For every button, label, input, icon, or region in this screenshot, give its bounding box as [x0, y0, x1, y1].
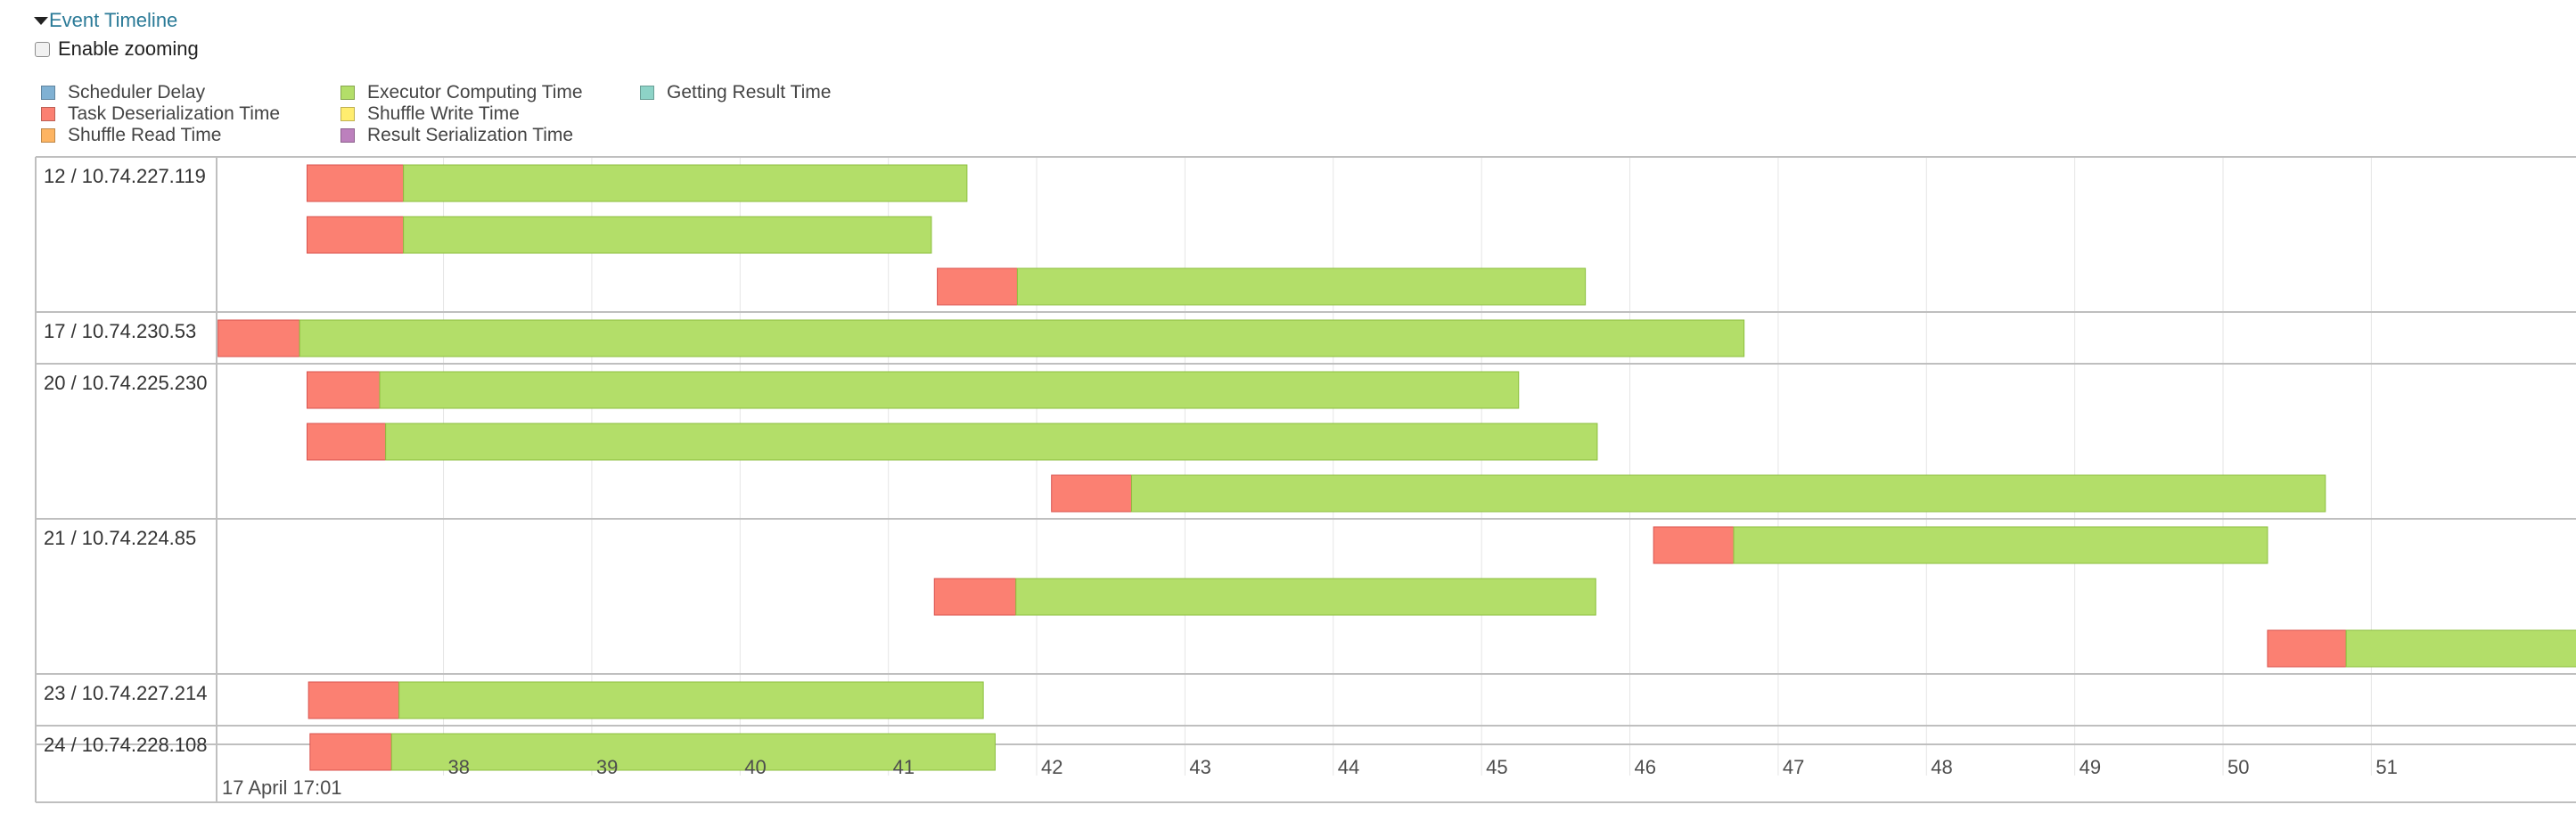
- task-bar: [933, 578, 1596, 616]
- executor-computing-segment: [299, 319, 1745, 357]
- executor-computing-segment: [1016, 267, 1587, 306]
- task-deserialization-segment: [306, 423, 387, 461]
- executor-label: 24 / 10.74.228.108: [44, 734, 208, 756]
- task-bar: [217, 319, 1745, 357]
- task-bar: [309, 733, 996, 771]
- timeline-bars: [217, 164, 2576, 771]
- x-tick-label: 51: [2375, 756, 2397, 778]
- x-tick-label: 40: [744, 756, 766, 778]
- task-bar: [306, 423, 1598, 461]
- task-bar: [1051, 474, 2326, 513]
- x-tick-label: 41: [893, 756, 915, 778]
- task-deserialization-segment: [937, 267, 1018, 306]
- x-tick-label: 42: [1041, 756, 1062, 778]
- legend-swatch: [340, 107, 355, 121]
- x-tick-label: 49: [2080, 756, 2101, 778]
- x-tick-label: 45: [1486, 756, 1507, 778]
- executor-computing-segment: [2345, 629, 2576, 668]
- executor-computing-segment: [1733, 526, 2268, 564]
- task-bar: [308, 681, 984, 719]
- legend-swatch: [340, 86, 355, 100]
- task-deserialization-segment: [306, 164, 405, 202]
- executor-computing-segment: [403, 164, 968, 202]
- task-deserialization-segment: [217, 319, 300, 357]
- executor-computing-segment: [398, 681, 984, 719]
- task-deserialization-segment: [306, 216, 405, 254]
- legend-label: Executor Computing Time: [367, 82, 583, 103]
- task-deserialization-segment: [1051, 474, 1133, 513]
- legend-item-scheduler-delay: Scheduler Delay: [41, 82, 205, 103]
- task-bar: [306, 164, 968, 202]
- task-bar: [306, 371, 1520, 409]
- legend-swatch: [41, 86, 55, 100]
- enable-zooming-label: Enable zooming: [58, 37, 199, 60]
- legend-item-shuffle-write-time: Shuffle Write Time: [340, 103, 520, 125]
- task-bar: [306, 216, 932, 254]
- task-deserialization-segment: [309, 733, 392, 771]
- legend-item-result-serialization-time: Result Serialization Time: [340, 125, 573, 146]
- timeline-labels: 12 / 10.74.227.119 17 / 10.74.230.53 20 / …: [44, 165, 2398, 799]
- executor-label: 21 / 10.74.224.85: [44, 527, 196, 549]
- executor-computing-segment: [379, 371, 1520, 409]
- legend-item-shuffle-read-time: Shuffle Read Time: [41, 125, 221, 146]
- timeline-date-label: 17 April 17:01: [222, 776, 342, 799]
- legend-swatch: [41, 128, 55, 143]
- executor-label: 23 / 10.74.227.214: [44, 682, 208, 704]
- legend-label: Scheduler Delay: [68, 82, 206, 103]
- task-deserialization-segment: [308, 681, 400, 719]
- executor-computing-segment: [385, 423, 1598, 461]
- legend-item-task-deserialization-time: Task Deserialization Time: [41, 103, 280, 125]
- enable-zooming-checkbox[interactable]: [35, 41, 50, 57]
- legend-swatch: [340, 128, 355, 143]
- legend-swatch: [640, 86, 654, 100]
- x-tick-label: 39: [596, 756, 618, 778]
- x-tick-label: 43: [1189, 756, 1210, 778]
- executor-computing-segment: [390, 733, 996, 771]
- executor-label: 20 / 10.74.225.230: [44, 372, 208, 394]
- executor-computing-segment: [1131, 474, 2326, 513]
- x-tick-label: 47: [1783, 756, 1804, 778]
- x-tick-label: 50: [2227, 756, 2249, 778]
- task-bar: [1653, 526, 2268, 564]
- collapse-arrow-icon: [34, 16, 48, 25]
- task-deserialization-segment: [2267, 629, 2347, 668]
- legend-swatch: [41, 107, 55, 121]
- legend-label: Result Serialization Time: [367, 125, 574, 145]
- task-deserialization-segment: [306, 371, 381, 409]
- task-deserialization-segment: [1653, 526, 1735, 564]
- x-tick-label: 44: [1338, 756, 1359, 778]
- executor-computing-segment: [403, 216, 932, 254]
- event-timeline-toggle-label: Event Timeline: [49, 9, 178, 31]
- legend-label: Shuffle Read Time: [68, 125, 222, 145]
- legend-label: Shuffle Write Time: [367, 103, 520, 124]
- legend-label: Task Deserialization Time: [68, 103, 281, 124]
- executor-label: 12 / 10.74.227.119: [44, 165, 206, 187]
- legend-item-getting-result-time: Getting Result Time: [640, 82, 831, 103]
- executor-computing-segment: [1015, 578, 1596, 616]
- legend-label: Getting Result Time: [667, 82, 832, 103]
- x-tick-label: 48: [1931, 756, 1952, 778]
- legend-item-executor-computing-time: Executor Computing Time: [340, 82, 583, 103]
- x-tick-label: 38: [448, 756, 470, 778]
- task-bar: [2267, 629, 2576, 668]
- task-bar: [937, 267, 1587, 306]
- timeline-grid: [443, 157, 2372, 776]
- x-tick-label: 46: [1635, 756, 1656, 778]
- executor-label: 17 / 10.74.230.53: [44, 320, 196, 342]
- task-deserialization-segment: [933, 578, 1017, 616]
- event-timeline-toggle[interactable]: Event Timeline: [34, 9, 177, 32]
- enable-zooming-control[interactable]: Enable zooming: [34, 37, 199, 61]
